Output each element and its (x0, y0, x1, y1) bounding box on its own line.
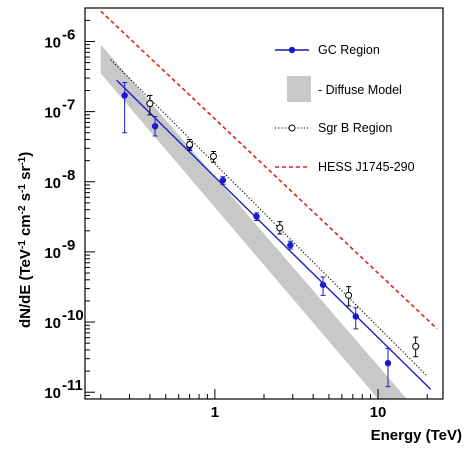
y-tick-label-exponent: -6 (62, 26, 75, 43)
gc-point-0 (121, 82, 128, 134)
x-axis-title: Energy (TeV) (371, 427, 462, 444)
y-tick-label-exponent: -8 (62, 167, 75, 184)
sgrb-point-1 (186, 139, 194, 151)
gc-marker (384, 359, 392, 367)
y-tick-label-exponent: -11 (62, 377, 83, 394)
fit-lines-layer (100, 10, 438, 390)
y-axis-title: dN/dE (TeV-1 cm-2 s-1 sr-1) (17, 152, 35, 328)
data-points-layer (121, 82, 420, 388)
gc-fit-line (116, 79, 432, 390)
gc-marker (121, 92, 128, 99)
y-tick-label: 10 (44, 34, 61, 51)
sgrb-marker (146, 100, 154, 108)
gc-marker (352, 313, 359, 320)
x-tick-label: 1 (211, 404, 219, 421)
gc-point-6 (319, 276, 327, 296)
gc-marker (319, 281, 327, 288)
diffuse-model-band (100, 44, 407, 399)
legend-entry-gc-region: GC Region (275, 43, 380, 57)
sgrb-point-4 (345, 286, 353, 307)
sgrb-point-2 (209, 151, 217, 163)
gc-point-8 (384, 347, 392, 388)
legend-diffuse-swatch (287, 76, 311, 102)
gc-point-3 (219, 176, 227, 185)
axis-ticks-layer (85, 7, 428, 400)
gc-marker (219, 177, 227, 184)
legend: GC Region - Diffuse Model Sgr B Region H… (275, 43, 415, 174)
y-tick-label: 10 (44, 245, 61, 262)
sgrb-marker (276, 224, 284, 232)
sgrb-point-3 (276, 221, 284, 235)
gc-marker (151, 122, 159, 130)
legend-entry-sgrb-region: Sgr B Region (275, 121, 392, 135)
hess-line (100, 10, 438, 330)
diffuse-model-band-layer (100, 44, 407, 399)
y-tick-label: 10 (44, 175, 61, 192)
y-tick-label: 10 (44, 385, 61, 402)
gc-point-4 (253, 212, 260, 222)
y-tick-label: 10 (44, 315, 61, 332)
sgrb-marker (345, 291, 353, 299)
sgrb-marker (186, 140, 194, 148)
legend-entry-diffuse-model: - Diffuse Model (287, 76, 402, 102)
legend-gc-label: GC Region (318, 43, 380, 57)
gc-point-1 (151, 116, 159, 137)
sgrb-point-5 (412, 336, 420, 358)
sgrb-marker (412, 342, 420, 350)
legend-diffuse-label: - Diffuse Model (318, 83, 402, 97)
sgrb-point-0 (146, 94, 154, 116)
legend-sgrb-marker (288, 124, 296, 132)
gc-point-5 (287, 240, 294, 250)
y-tick-label-exponent: -9 (62, 237, 75, 254)
plot-frame (84, 7, 444, 400)
gc-point-7 (352, 307, 359, 330)
legend-hess-label: HESS J1745-290 (318, 160, 415, 174)
legend-entry-hess: HESS J1745-290 (275, 160, 415, 174)
y-tick-label: 10 (44, 105, 61, 122)
gc-marker (253, 213, 260, 220)
legend-sgrb-label: Sgr B Region (318, 121, 392, 135)
y-tick-label-exponent: -7 (62, 97, 75, 114)
y-tick-label-exponent: -10 (62, 307, 84, 324)
x-tick-label: 10 (370, 404, 387, 421)
gc-marker (287, 241, 294, 249)
sgrb-marker (209, 152, 217, 160)
sgrb-fit-line (110, 59, 428, 377)
legend-gc-marker (288, 46, 296, 54)
